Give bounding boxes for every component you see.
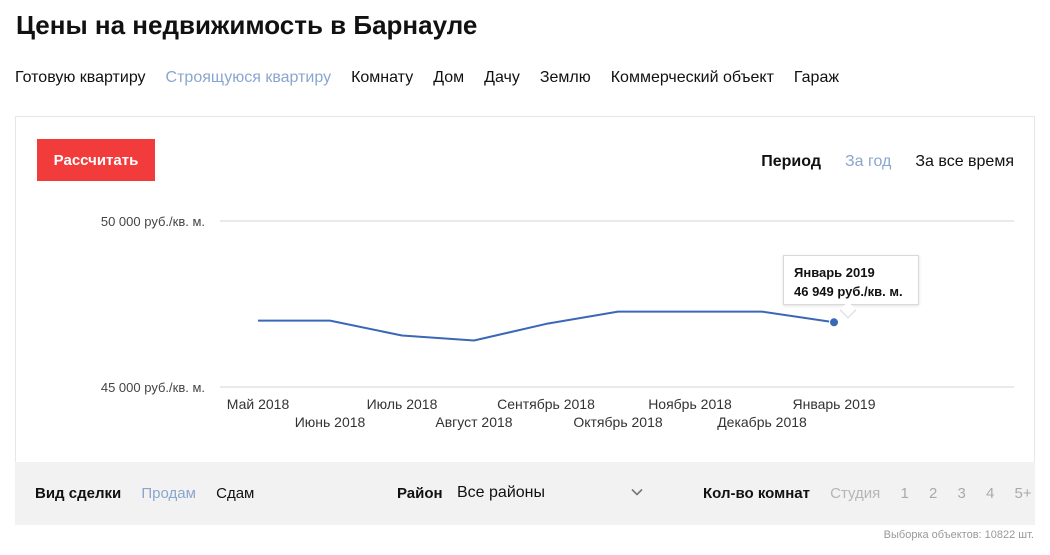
x-tick-label: Октябрь 2018 [573,414,663,430]
x-tick-label: Июль 2018 [367,396,438,412]
rooms-option-1[interactable]: 1 [900,485,909,502]
rooms-option-4[interactable]: 4 [985,485,995,502]
rooms-option-2[interactable]: 2 [928,485,938,502]
tab-land[interactable]: Землю [539,69,591,86]
tab-ready-apartment[interactable]: Готовую квартиру [15,69,146,86]
period-option-all-time[interactable]: За все время [915,153,1014,170]
y-tick-label: 45 000 руб./кв. м. [101,380,205,395]
page-title: Цены на недвижимость в Барнауле [16,10,478,40]
price-series-line [258,310,835,342]
tab-dacha[interactable]: Дачу [484,69,520,86]
tooltip-price: 46 949 руб./кв. м. [794,284,903,299]
tab-room[interactable]: Комнату [351,69,414,86]
property-type-tabs: Готовую квартиру Строящуюся квартиру Ком… [15,69,859,87]
sample-count: Выборка объектов: 10822 шт. [883,529,1034,541]
period-selector: Период За год За все время [761,153,1014,171]
district-label: Район [397,485,443,502]
x-tick-label: Декабрь 2018 [717,414,807,430]
period-option-year[interactable]: За год [844,153,892,170]
x-tick-label: Сентябрь 2018 [497,396,595,412]
deal-option-rent[interactable]: Сдам [216,485,255,502]
x-tick-label: Июнь 2018 [295,414,366,430]
calculate-button[interactable]: Рассчитать [37,139,155,181]
rooms-option-5-plus[interactable]: 5+ [1014,485,1032,502]
filters-bar: Вид сделки Продам Сдам Район Все районы … [15,462,1035,525]
tooltip-month: Январь 2019 [794,265,875,280]
x-tick-label: Ноябрь 2018 [648,396,732,412]
x-tick-label: Май 2018 [227,396,290,412]
tab-garage[interactable]: Гараж [793,69,840,86]
x-tick-label: Январь 2019 [792,396,875,412]
deal-type-label: Вид сделки [35,485,122,502]
tab-house[interactable]: Дом [433,69,465,86]
district-select-value: Все районы [457,484,545,501]
period-label: Период [761,153,821,170]
rooms-option-3[interactable]: 3 [957,485,966,502]
tab-commercial[interactable]: Коммерческий объект [610,69,774,86]
price-line-chart: 50 000 руб./кв. м. 45 000 руб./кв. м. Май … [101,214,1014,430]
district-filter: Район Все районы [397,484,643,502]
rooms-option-studio[interactable]: Студия [830,485,881,502]
deal-type-filter: Вид сделки Продам Сдам [35,485,254,502]
x-tick-label: Август 2018 [435,414,512,430]
chevron-down-icon [631,488,643,496]
district-select[interactable]: Все районы [457,484,643,506]
rooms-filter: Кол-во комнат Студия 1 2 3 4 5+ [703,485,1032,502]
y-tick-label: 50 000 руб./кв. м. [101,214,205,229]
deal-option-sell[interactable]: Продам [141,485,196,502]
highlighted-data-point[interactable] [829,317,839,328]
tab-new-build-apartment[interactable]: Строящуюся квартиру [165,69,332,86]
rooms-label: Кол-во комнат [703,485,810,502]
chart-tooltip: Январь 2019 46 949 руб./кв. м. [783,255,919,305]
